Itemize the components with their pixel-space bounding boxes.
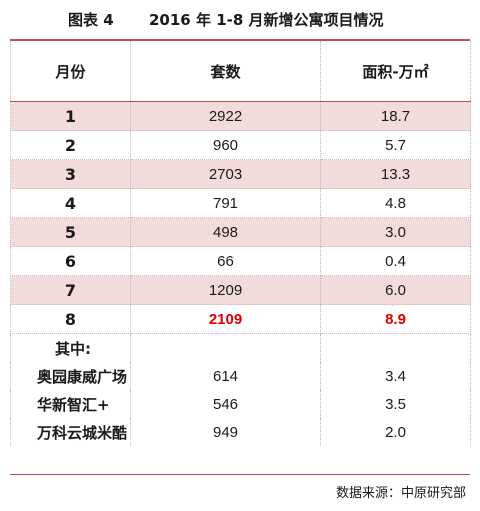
month-cell: 3 — [10, 159, 131, 189]
header-row: 月份 套数 面积-万㎡ — [10, 41, 471, 102]
area-cell: 3.4 — [320, 362, 471, 390]
month-cell: 7 — [10, 275, 131, 305]
project-name: 奥园康威广场 — [10, 362, 131, 390]
table-row: 2 960 5.7 — [10, 130, 471, 160]
subsection-label: 其中: — [10, 333, 131, 362]
table-row: 1 2922 18.7 — [10, 101, 471, 131]
month-cell: 4 — [10, 188, 131, 218]
area-cell: 2.0 — [320, 418, 471, 446]
area-cell: 6.0 — [320, 275, 471, 305]
area-cell: 3.0 — [320, 217, 471, 247]
project-name: 万科云城米酷 — [10, 418, 131, 446]
units-cell: 614 — [130, 362, 321, 390]
table-row: 7 1209 6.0 — [10, 275, 471, 305]
month-cell: 6 — [10, 246, 131, 276]
area-cell: 0.4 — [320, 246, 471, 276]
units-cell: 498 — [130, 217, 321, 247]
area-cell: 3.5 — [320, 390, 471, 418]
empty-cell — [130, 333, 321, 362]
table-row: 5 498 3.0 — [10, 217, 471, 247]
units-cell: 791 — [130, 188, 321, 218]
table-row: 4 791 4.8 — [10, 188, 471, 218]
units-cell: 2703 — [130, 159, 321, 189]
header-area: 面积-万㎡ — [320, 41, 471, 102]
figure-title: 图表 4 2016 年 1-8 月新增公寓项目情况 — [0, 0, 480, 40]
area-cell: 18.7 — [320, 101, 471, 131]
source-note: 数据来源：中原研究部 — [335, 486, 466, 501]
units-cell: 960 — [130, 130, 321, 160]
units-cell: 546 — [130, 390, 321, 418]
area-cell: 4.8 — [320, 188, 471, 218]
subsection-row: 其中: — [10, 333, 471, 362]
month-cell: 8 — [10, 304, 131, 334]
units-cell-highlight: 2109 — [130, 304, 321, 334]
project-row: 华新智汇+ 546 3.5 — [10, 390, 471, 418]
data-table: 月份 套数 面积-万㎡ 1 2922 18.7 2 960 5.7 3 2703… — [10, 41, 471, 446]
figure-number: 图表 4 — [68, 11, 114, 29]
units-cell: 1209 — [130, 275, 321, 305]
area-cell-highlight: 8.9 — [320, 304, 471, 334]
area-cell: 13.3 — [320, 159, 471, 189]
month-cell: 1 — [10, 101, 131, 131]
units-cell: 949 — [130, 418, 321, 446]
figure-caption: 2016 年 1-8 月新增公寓项目情况 — [149, 11, 384, 29]
table-row: 8 2109 8.9 — [10, 304, 471, 334]
units-cell: 66 — [130, 246, 321, 276]
table-row: 6 66 0.4 — [10, 246, 471, 276]
project-name: 华新智汇+ — [10, 390, 131, 418]
project-row: 奥园康威广场 614 3.4 — [10, 362, 471, 390]
empty-cell — [320, 333, 471, 362]
top-rule — [10, 39, 470, 41]
header-units: 套数 — [130, 41, 321, 102]
units-cell: 2922 — [130, 101, 321, 131]
header-month: 月份 — [10, 41, 131, 102]
month-cell: 5 — [10, 217, 131, 247]
bottom-rule — [10, 474, 470, 475]
month-cell: 2 — [10, 130, 131, 160]
project-row: 万科云城米酷 949 2.0 — [10, 418, 471, 446]
table-row: 3 2703 13.3 — [10, 159, 471, 189]
area-cell: 5.7 — [320, 130, 471, 160]
